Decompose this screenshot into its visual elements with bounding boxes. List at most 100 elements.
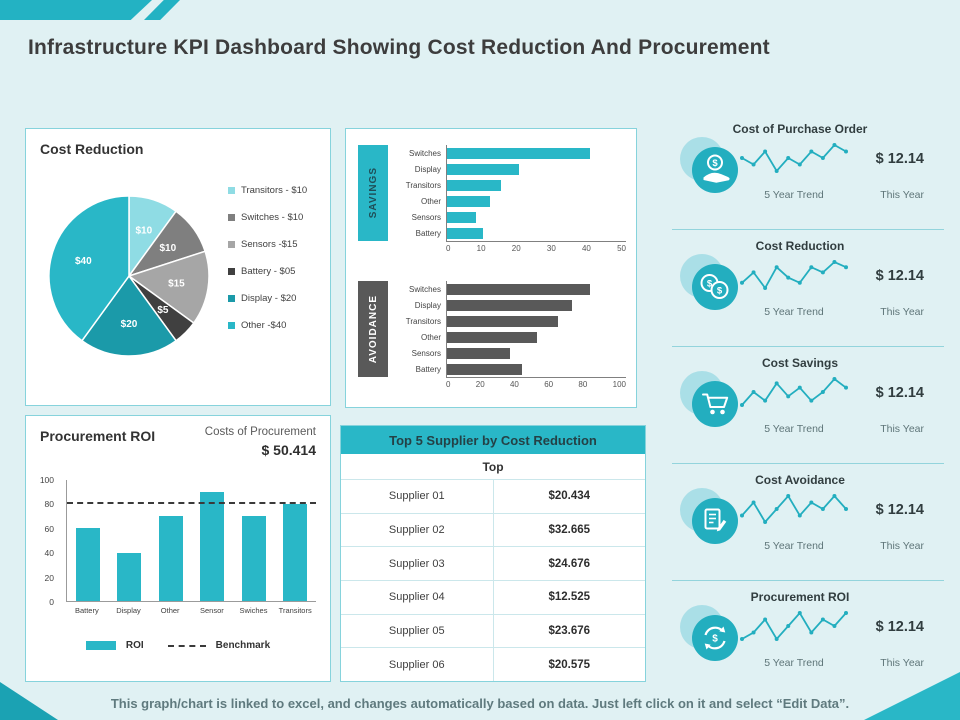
kpi-trend-label: 5 Year Trend <box>764 306 824 318</box>
sparkline-point <box>820 507 825 511</box>
sparkline-point <box>797 162 802 167</box>
bar-row: Switches <box>394 281 626 297</box>
supplier-value: $20.575 <box>548 658 591 671</box>
legend-swatch <box>228 187 235 194</box>
y-tick: 0 <box>49 597 54 607</box>
table-row: Supplier 06 $20.575 <box>341 647 645 682</box>
roi-legend: ROI Benchmark <box>26 640 330 651</box>
sparkline-point <box>832 624 837 628</box>
sparkline-point <box>844 149 848 154</box>
bar-row: Display <box>394 297 626 313</box>
bar-category-label: Transitors <box>405 180 441 190</box>
bar-track <box>446 297 626 313</box>
bar-track <box>446 313 626 329</box>
kpi-trend-label: 5 Year Trend <box>764 657 824 669</box>
kpi-sparkline[interactable] <box>738 375 850 409</box>
bar-row: Other <box>394 329 626 345</box>
roi-title: Procurement ROI <box>40 428 156 444</box>
bar-row: Battery <box>394 361 626 377</box>
supplier-table-panel[interactable]: Top 5 Supplier by Cost Reduction Top Sup… <box>340 425 646 682</box>
bar-display <box>447 163 519 175</box>
sparkline-point <box>832 494 837 498</box>
sparkline-point <box>844 265 848 270</box>
cost-reduction-title: Cost Reduction <box>40 141 144 157</box>
kpi-title: Cost Avoidance <box>755 473 845 487</box>
supplier-value: $23.676 <box>548 625 591 638</box>
legend-item-switches: Switches - $10 <box>228 212 307 223</box>
kpi-trend-label: 5 Year Trend <box>764 423 824 435</box>
pie-data-label: $15 <box>168 279 185 290</box>
cart-icon <box>680 371 740 429</box>
x-tick: 100 <box>612 380 626 389</box>
svg-text:$: $ <box>717 286 723 297</box>
kpi-card-cost-reduction: $ $ Cost Reduction $ 12.14 5 Year Trend This … <box>672 230 944 347</box>
roi-plot[interactable] <box>66 480 316 602</box>
sparkline-point <box>797 385 802 390</box>
sparkline-point <box>786 624 791 628</box>
sparkline-point <box>786 275 791 280</box>
x-axis: 0 10 20 30 40 50 <box>446 241 626 253</box>
sparkline-point <box>774 381 779 386</box>
sparkline-point <box>797 280 802 285</box>
bar-transitors <box>447 315 558 327</box>
bar-category-label: Display <box>414 164 441 174</box>
avoidance-bars-chart[interactable]: Switches Display Transitors Other Sensors Bat… <box>394 281 626 389</box>
kpi-title: Cost of Purchase Order <box>732 122 868 136</box>
invoice-icon <box>680 488 740 546</box>
bar-other <box>158 516 183 601</box>
x-category-label: Display <box>116 606 141 615</box>
page-title: Infrastructure KPI Dashboard Showing Cos… <box>28 36 770 59</box>
savings-avoidance-panel[interactable]: SAVINGS Switches Display Transitors Other Se… <box>345 128 637 408</box>
supplier-name: Supplier 04 <box>341 581 494 614</box>
bar-category-label: Display <box>414 300 441 310</box>
sparkline-point <box>809 265 814 270</box>
x-category-label: Battery <box>74 606 99 615</box>
coins-icon: $$ <box>680 254 740 312</box>
bar-row: Transitors <box>394 177 626 193</box>
kpi-value: $ 12.14 <box>875 502 924 518</box>
supplier-value: $32.665 <box>548 524 591 536</box>
kpi-sparkline[interactable] <box>738 258 850 292</box>
kpi-card-cost-avoidance: Cost Avoidance $ 12.14 5 Year Trend This Ye… <box>672 464 944 581</box>
sparkline-path <box>741 143 847 173</box>
supplier-table-header: Top 5 Supplier by Cost Reduction <box>341 426 645 454</box>
bar-row: Switches <box>394 145 626 161</box>
legend-label: Switches - $10 <box>241 212 304 223</box>
kpi-sparkline[interactable] <box>738 492 850 526</box>
x-category-label: Other <box>160 606 180 615</box>
bar-row: Sensors <box>394 345 626 361</box>
bar-switches <box>447 283 591 295</box>
hand-coin-icon: $ <box>680 137 740 195</box>
sparkline-point <box>751 630 756 635</box>
x-tick: 30 <box>546 244 556 253</box>
bar-other <box>447 331 537 343</box>
kpi-sparkline[interactable] <box>738 609 850 643</box>
sparkline-point <box>740 280 744 285</box>
sparkline-path <box>741 494 847 524</box>
kpi-year-label: This Year <box>880 189 924 201</box>
cost-reduction-pie[interactable]: $10 $10 $15 $5 $20 $40 <box>44 191 214 361</box>
pie-data-label: $10 <box>159 243 176 254</box>
bar-battery <box>447 227 483 239</box>
x-tick: 50 <box>617 244 626 253</box>
savings-chart-group: SAVINGS Switches Display Transitors Other Se… <box>358 145 626 253</box>
cost-reduction-panel[interactable]: Cost Reduction $10 $10 $15 $5 $20 $40 Transit… <box>25 128 331 406</box>
table-row: Supplier 01 $20.434 <box>341 480 645 513</box>
avoidance-axis-title: AVOIDANCE <box>358 281 388 377</box>
sparkline-point <box>763 149 768 154</box>
kpi-year-label: This Year <box>880 657 924 669</box>
bar-row: Display <box>394 161 626 177</box>
savings-axis-title: SAVINGS <box>358 145 388 241</box>
kpi-sparkline[interactable] <box>738 141 850 175</box>
roi-y-axis: 0 20 40 60 80 100 <box>26 475 62 607</box>
x-tick: 0 <box>446 380 451 389</box>
bar-display <box>117 552 142 601</box>
legend-swatch <box>228 214 235 221</box>
supplier-table-subheader: Top <box>341 454 645 480</box>
benchmark-legend-label: Benchmark <box>215 640 271 651</box>
cart-icon <box>692 381 738 427</box>
sparkline-path <box>741 611 847 641</box>
savings-bars-chart[interactable]: Switches Display Transitors Other Sensors Bat… <box>394 145 626 253</box>
procurement-roi-panel[interactable]: Procurement ROI Costs of Procurement $ 5… <box>25 415 331 682</box>
